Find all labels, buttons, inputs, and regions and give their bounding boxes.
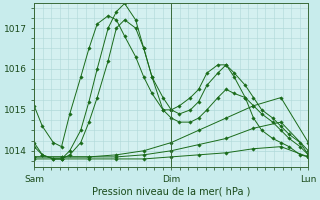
X-axis label: Pression niveau de la mer( hPa ): Pression niveau de la mer( hPa ) (92, 187, 251, 197)
